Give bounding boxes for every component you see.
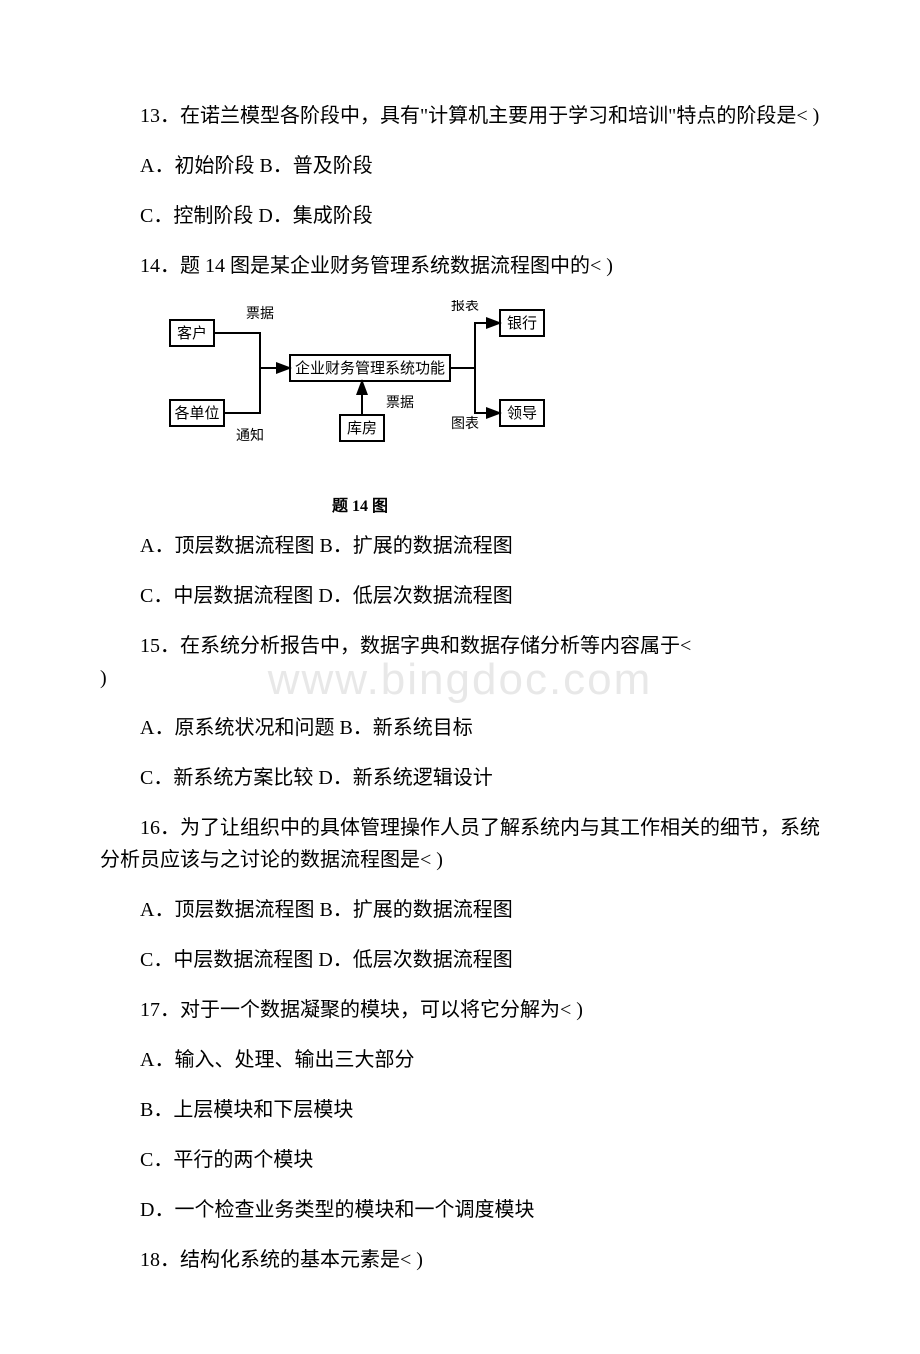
q13-opt-ab: A．初始阶段 B．普及阶段 xyxy=(100,150,820,182)
svg-text:通知: 通知 xyxy=(236,427,264,444)
q18-text: 18．结构化系统的基本元素是< ) xyxy=(100,1244,820,1276)
q13-text: 13．在诺兰模型各阶段中，具有"计算机主要用于学习和培训"特点的阶段是< ) xyxy=(100,100,820,132)
q13-opt-cd: C．控制阶段 D．集成阶段 xyxy=(100,200,820,232)
svg-text:票据: 票据 xyxy=(386,395,414,411)
svg-text:企业财务管理系统功能: 企业财务管理系统功能 xyxy=(295,359,445,377)
q16-opt-ab: A．顶层数据流程图 B．扩展的数据流程图 xyxy=(100,894,820,926)
diagram-caption: 题 14 图 xyxy=(160,494,560,520)
svg-text:客户: 客户 xyxy=(177,325,207,342)
q17-opt-c: C．平行的两个模块 xyxy=(100,1144,820,1176)
dataflow-diagram-svg: 客户各单位库房 企业财务管理系统功能 银行领导 票据通知 票据 报表图表 xyxy=(160,300,560,480)
svg-text:库房: 库房 xyxy=(347,420,377,437)
svg-text:各单位: 各单位 xyxy=(174,405,219,422)
q15-text-line2: ) xyxy=(100,662,820,694)
svg-text:图表: 图表 xyxy=(451,416,479,432)
q14-diagram: 客户各单位库房 企业财务管理系统功能 银行领导 票据通知 票据 报表图表 题 14 图 xyxy=(160,300,820,520)
q17-opt-b: B．上层模块和下层模块 xyxy=(100,1094,820,1126)
q17-text: 17．对于一个数据凝聚的模块，可以将它分解为< ) xyxy=(100,994,820,1026)
q15-text-line1: 15．在系统分析报告中，数据字典和数据存储分析等内容属于< xyxy=(100,630,820,662)
svg-text:票据: 票据 xyxy=(246,306,274,322)
svg-text:银行: 银行 xyxy=(507,315,537,332)
svg-text:报表: 报表 xyxy=(451,300,479,314)
document-content: 13．在诺兰模型各阶段中，具有"计算机主要用于学习和培训"特点的阶段是< ) A… xyxy=(100,100,820,1276)
q17-opt-d: D．一个检查业务类型的模块和一个调度模块 xyxy=(100,1194,820,1226)
q17-opt-a: A．输入、处理、输出三大部分 xyxy=(100,1044,820,1076)
q14-opt-cd: C．中层数据流程图 D．低层次数据流程图 xyxy=(100,580,820,612)
q15-opt-ab: A．原系统状况和问题 B．新系统目标 xyxy=(100,712,820,744)
q14-text: 14．题 14 图是某企业财务管理系统数据流程图中的< ) xyxy=(100,250,820,282)
svg-text:领导: 领导 xyxy=(507,405,537,422)
q16-text: 16．为了让组织中的具体管理操作人员了解系统内与其工作相关的细节，系统分析员应该… xyxy=(100,812,820,876)
q15-opt-cd: C．新系统方案比较 D．新系统逻辑设计 xyxy=(100,762,820,794)
q14-opt-ab: A．顶层数据流程图 B．扩展的数据流程图 xyxy=(100,530,820,562)
q16-opt-cd: C．中层数据流程图 D．低层次数据流程图 xyxy=(100,944,820,976)
